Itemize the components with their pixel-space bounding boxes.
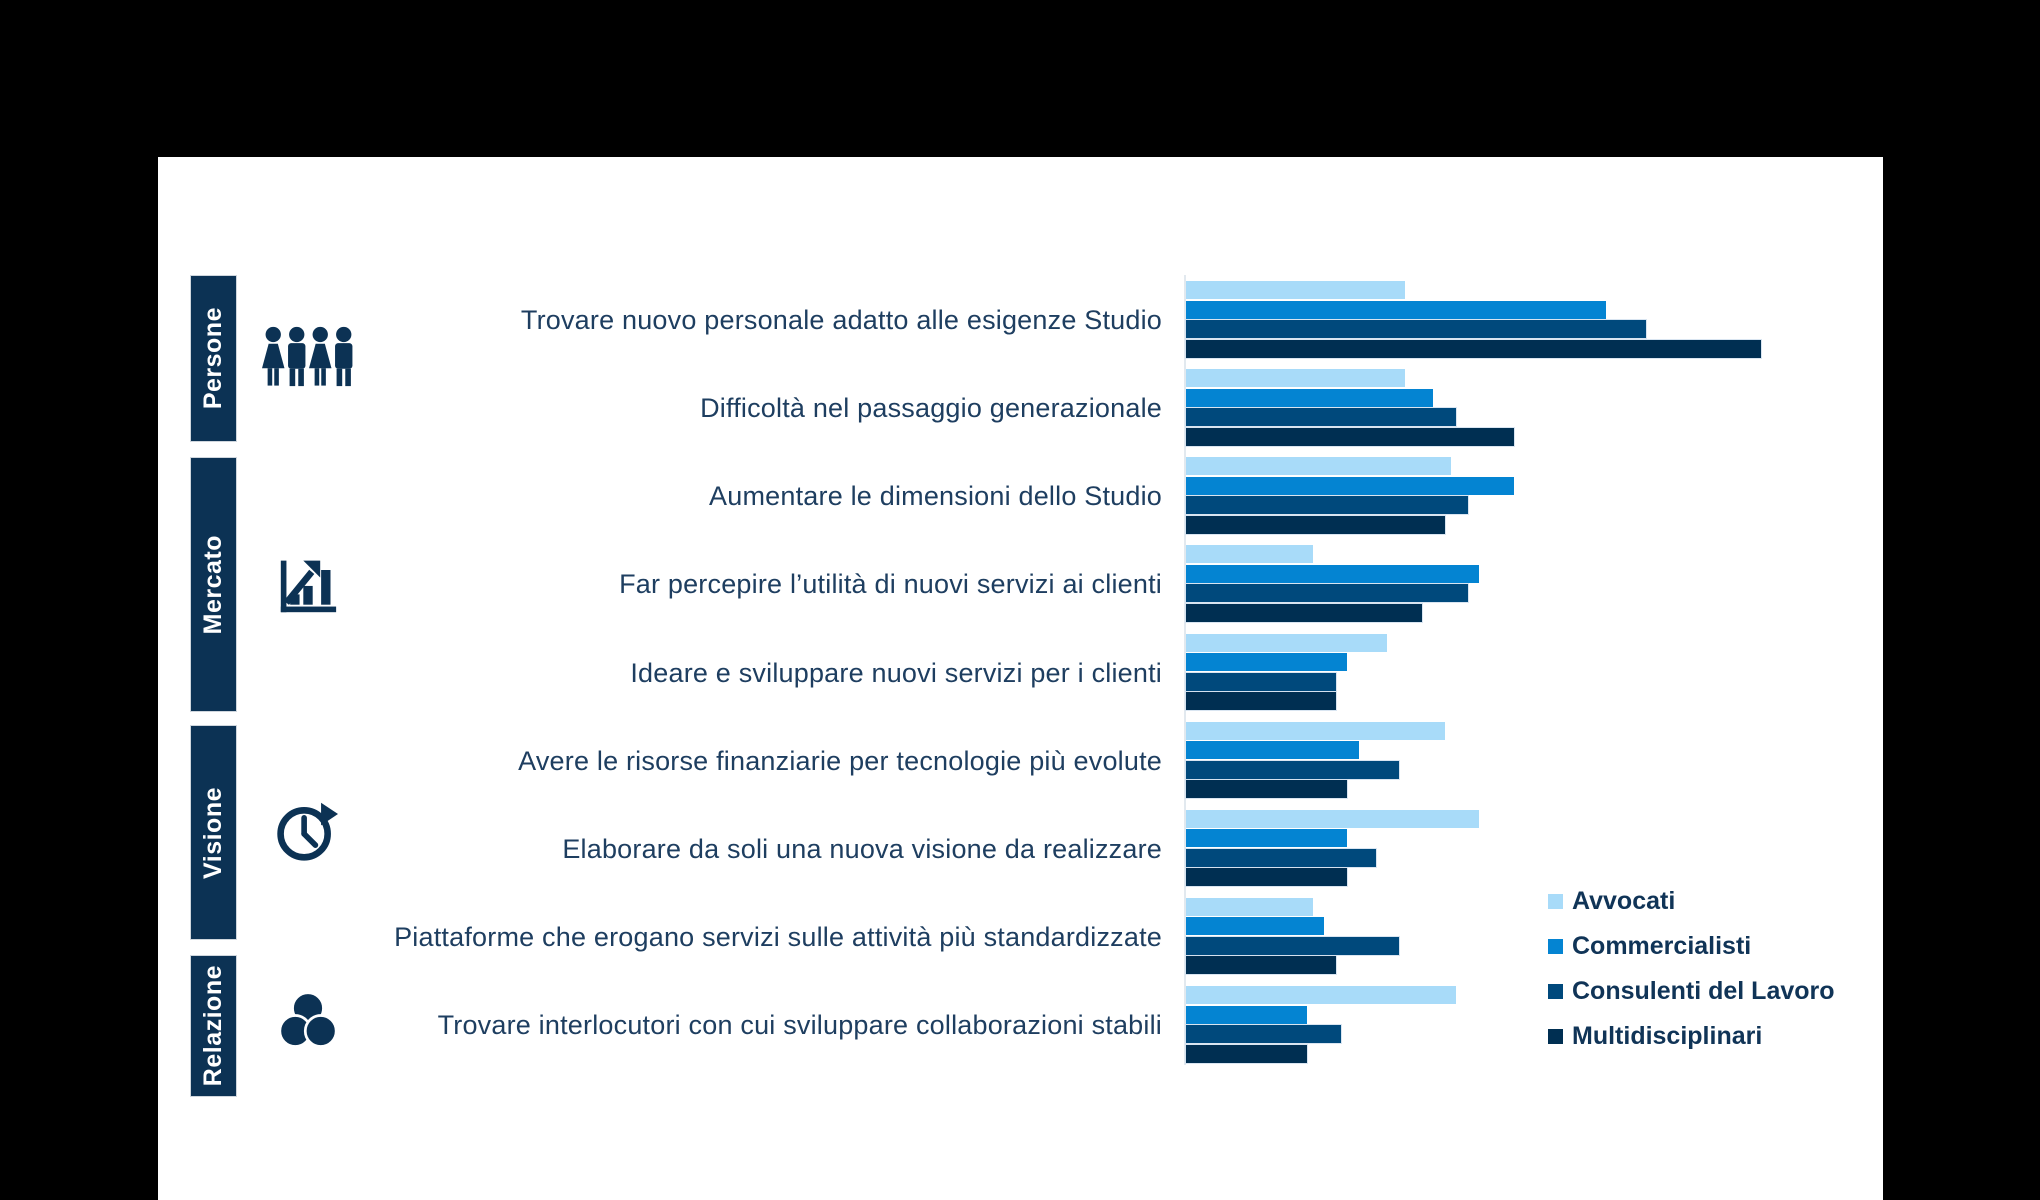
legend-label: Avvocati xyxy=(1572,887,1676,915)
row-label: Trovare nuovo personale adatto alle esig… xyxy=(520,305,1162,335)
bar-consulenti-del-lavoro xyxy=(1186,320,1646,338)
bar-consulenti-del-lavoro xyxy=(1186,936,1399,955)
bar-avvocati xyxy=(1186,721,1445,740)
legend-label: Multidisciplinari xyxy=(1572,1022,1763,1050)
legend-item: Consulenti del Lavoro xyxy=(1548,969,1835,1014)
bar-multidisciplinari xyxy=(1186,692,1336,710)
row-label: Trovare interlocutori con cui sviluppare… xyxy=(437,1010,1162,1040)
bar-multidisciplinari xyxy=(1186,868,1347,887)
growth-chart-icon xyxy=(280,560,337,613)
sidebar-section-mercato: Mercato xyxy=(190,457,237,712)
bar-commercialisti xyxy=(1186,653,1347,671)
row-label: Far percepire l’utilità di nuovi servizi… xyxy=(619,569,1162,600)
bar-commercialisti xyxy=(1186,917,1324,936)
legend-item: Avvocati xyxy=(1548,879,1835,924)
legend-item: Multidisciplinari xyxy=(1548,1014,1835,1059)
row-label: Elaborare da soli una nuova visione da r… xyxy=(562,833,1162,864)
sidebar-section-visione: Visione xyxy=(190,725,237,940)
bar-avvocati xyxy=(1186,281,1405,299)
bar-commercialisti xyxy=(1186,476,1514,495)
legend-label: Consulenti del Lavoro xyxy=(1572,977,1835,1005)
bar-consulenti-del-lavoro xyxy=(1186,760,1399,779)
bar-avvocati xyxy=(1186,986,1456,1004)
bar-consulenti-del-lavoro xyxy=(1186,408,1456,427)
legend-swatch-icon xyxy=(1548,984,1563,999)
bar-multidisciplinari xyxy=(1186,1044,1307,1063)
bar-multidisciplinari xyxy=(1186,515,1445,534)
bar-commercialisti xyxy=(1186,1005,1307,1024)
row-label: Avere le risorse finanziarie per tecnolo… xyxy=(518,745,1162,776)
bar-consulenti-del-lavoro xyxy=(1186,848,1376,867)
bar-consulenti-del-lavoro xyxy=(1186,672,1336,691)
row-label: Aumentare le dimensioni dello Studio xyxy=(709,481,1162,512)
bar-multidisciplinari xyxy=(1186,956,1336,975)
sidebar-section-relazione: Relazione xyxy=(190,955,237,1097)
bar-commercialisti xyxy=(1186,564,1479,583)
bar-consulenti-del-lavoro xyxy=(1186,1025,1341,1043)
bar-commercialisti xyxy=(1186,300,1606,319)
bar-multidisciplinari xyxy=(1186,780,1347,799)
growth-chart-icon xyxy=(278,555,338,620)
venn-diagram-icon xyxy=(278,991,338,1048)
chart-legend: Avvocati Commercialisti Consulenti del Lav… xyxy=(1548,879,1835,1059)
sidebar-section-persone: Persone xyxy=(190,275,237,442)
bar-avvocati xyxy=(1186,897,1313,916)
row-label: Piattaforme che erogano servizi sulle at… xyxy=(394,921,1162,952)
sidebar-section-label: Visione xyxy=(199,786,227,879)
row-label: Difficoltà nel passaggio generazionale xyxy=(700,393,1162,424)
people-icon xyxy=(262,326,353,387)
bar-multidisciplinari xyxy=(1186,427,1514,446)
sidebar-section-label: Mercato xyxy=(199,534,227,635)
row-label: Ideare e sviluppare nuovi servizi per i … xyxy=(630,657,1162,688)
sidebar-section-label: Persone xyxy=(199,307,227,410)
clock-arrow-icon xyxy=(274,799,338,868)
legend-label: Commercialisti xyxy=(1572,932,1752,960)
bar-multidisciplinari xyxy=(1186,339,1761,358)
bar-avvocati xyxy=(1186,457,1451,476)
clock-arrow-icon xyxy=(277,802,338,861)
people-icon xyxy=(262,326,356,395)
bar-commercialisti xyxy=(1186,829,1347,848)
chart-card: Persone Mercato Visione Relazione Trovare n… xyxy=(158,157,1883,1200)
bar-avvocati xyxy=(1186,545,1313,564)
venn-diagram-icon xyxy=(275,991,341,1056)
bar-avvocati xyxy=(1186,369,1405,388)
legend-swatch-icon xyxy=(1548,894,1563,909)
legend-swatch-icon xyxy=(1548,1029,1563,1044)
bar-avvocati xyxy=(1186,633,1387,652)
sidebar-section-label: Relazione xyxy=(199,965,227,1087)
bar-commercialisti xyxy=(1186,741,1359,760)
bar-multidisciplinari xyxy=(1186,603,1422,622)
axis-baseline xyxy=(1184,275,1186,1065)
legend-swatch-icon xyxy=(1548,939,1563,954)
bar-avvocati xyxy=(1186,809,1479,828)
bar-commercialisti xyxy=(1186,388,1433,407)
bar-consulenti-del-lavoro xyxy=(1186,496,1468,515)
legend-item: Commercialisti xyxy=(1548,924,1835,969)
bar-consulenti-del-lavoro xyxy=(1186,584,1468,603)
